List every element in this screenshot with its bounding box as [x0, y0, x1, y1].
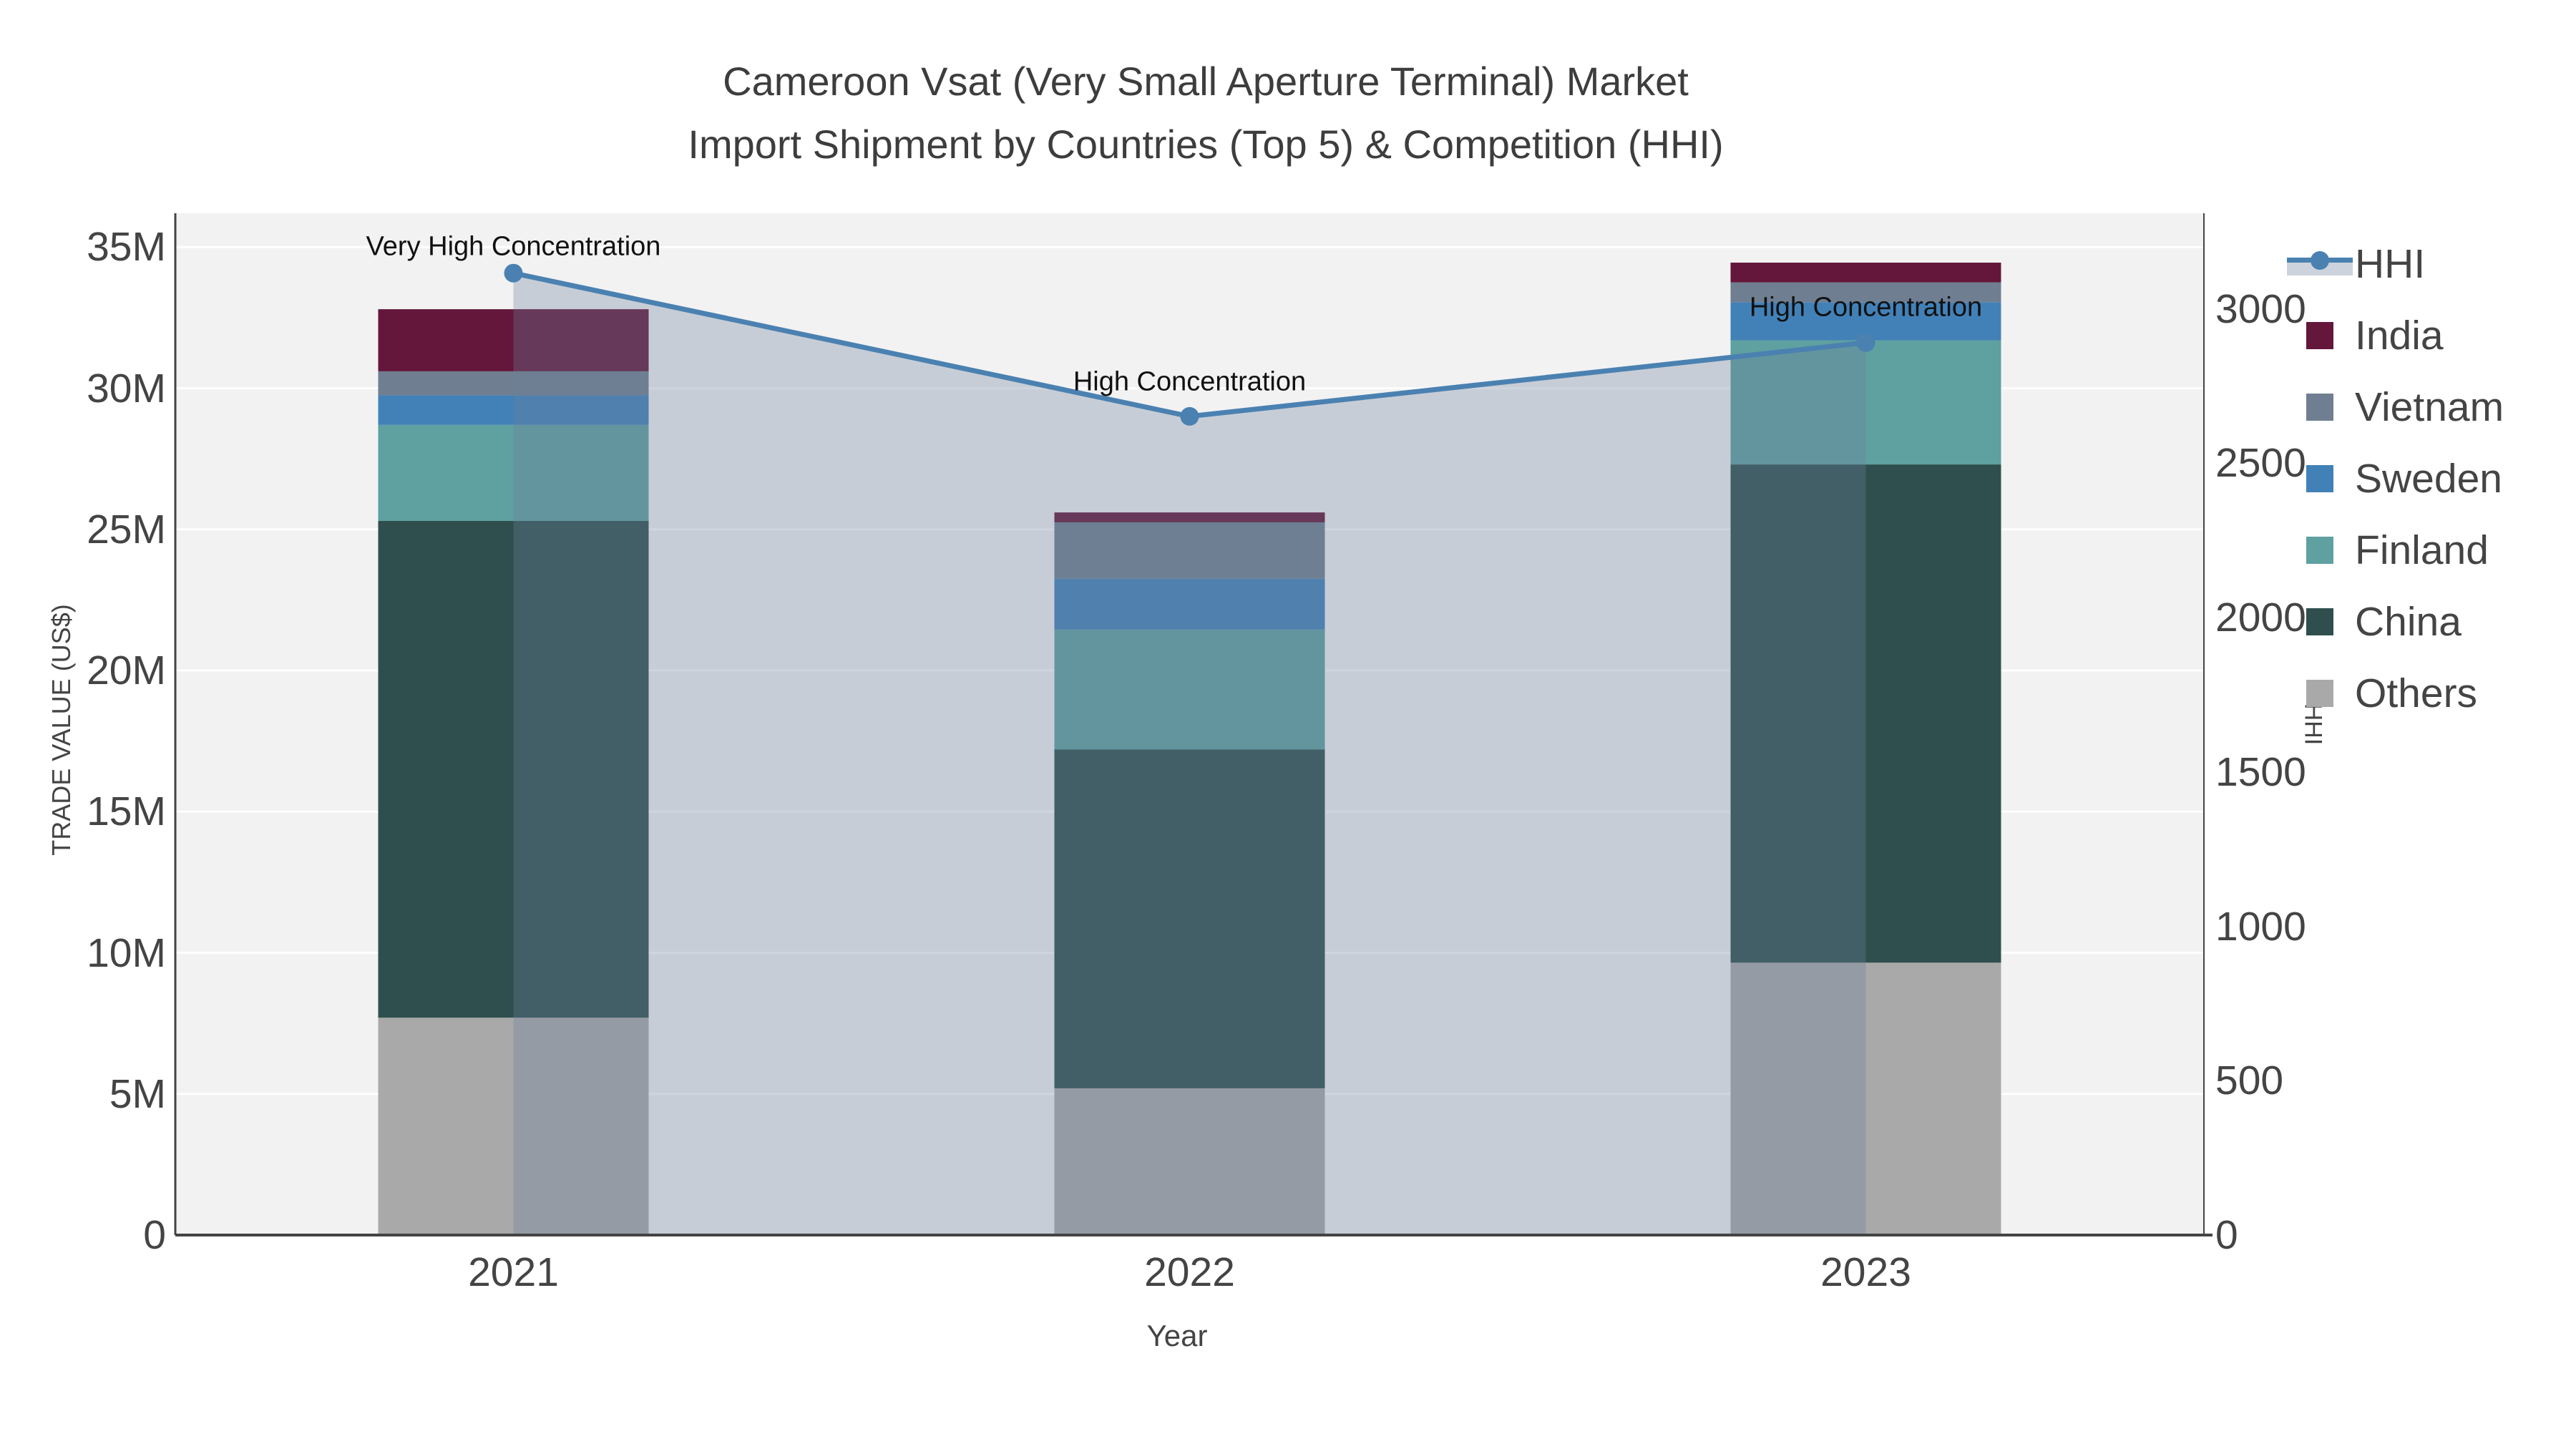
hhi-marker-dot-icon: [2311, 251, 2329, 270]
y-left-tick-30M: 30M: [87, 365, 166, 411]
legend-label-vietnam: Vietnam: [2355, 384, 2504, 430]
bar-segment-2021-sweden[interactable]: [378, 395, 649, 425]
y-left-tick-15M: 15M: [87, 789, 166, 835]
legend-label-others: Others: [2355, 670, 2478, 716]
y-right-tick-1500: 1500: [2215, 748, 2306, 795]
bar-segment-2023-finland[interactable]: [1730, 340, 2001, 465]
bar-segment-2023-vietnam[interactable]: [1730, 282, 2001, 303]
bar-segment-2022-sweden[interactable]: [1054, 578, 1325, 630]
x-tick-2022: 2022: [1144, 1249, 1235, 1295]
y-right-tick-3000: 3000: [2215, 286, 2306, 332]
bar-segment-2022-india[interactable]: [1054, 512, 1325, 522]
bar-segment-2022-others[interactable]: [1054, 1088, 1325, 1235]
bar-segment-2023-china[interactable]: [1730, 464, 2001, 963]
x-tick-2023: 2023: [1820, 1249, 1911, 1295]
legend-swatch-china: [2306, 608, 2333, 635]
legend-label-china: China: [2355, 599, 2462, 645]
bar-segment-2022-china[interactable]: [1054, 749, 1325, 1088]
legend-swatch-others: [2306, 680, 2333, 707]
hhi-line-marker-icon: [2287, 251, 2353, 280]
legend-label-india: India: [2355, 313, 2444, 358]
annotation-2023: High Concentration: [1749, 292, 1983, 323]
bar-segment-2021-china[interactable]: [378, 520, 649, 1018]
y-right-tick-1000: 1000: [2215, 903, 2306, 950]
bar-segment-2023-india[interactable]: [1730, 263, 2001, 283]
bar-segment-2021-vietnam[interactable]: [378, 371, 649, 396]
y-axis-left-title: TRADE VALUE (US$): [47, 604, 76, 856]
chart-title-line1: Cameroon Vsat (Very Small Aperture Termi…: [723, 59, 1689, 104]
hhi-marker-2022[interactable]: [1180, 406, 1199, 426]
bar-segment-2023-others[interactable]: [1730, 962, 2001, 1235]
legend-swatch-sweden: [2306, 465, 2333, 492]
y-left-tick-5M: 5M: [109, 1070, 166, 1117]
legend-swatch-finland: [2306, 537, 2333, 564]
y-right-tick-2000: 2000: [2215, 595, 2306, 641]
x-axis-title: Year: [1146, 1319, 1208, 1352]
y-axis-right-title: HHI: [2299, 703, 2327, 746]
legend-swatch-india: [2306, 322, 2333, 349]
chart-title: Cameroon Vsat (Very Small Aperture Termi…: [0, 50, 2411, 176]
bar-segment-2022-vietnam[interactable]: [1054, 522, 1325, 579]
bar-segment-2021-india[interactable]: [378, 309, 649, 371]
annotation-2021: Very High Concentration: [366, 231, 661, 262]
y-left-tick-10M: 10M: [87, 930, 166, 976]
y-right-tick-0: 0: [2215, 1212, 2238, 1258]
hhi-marker-2023[interactable]: [1856, 333, 1875, 352]
bar-segment-2021-finland[interactable]: [378, 424, 649, 521]
y-left-tick-35M: 35M: [87, 224, 166, 270]
annotation-2022: High Concentration: [1073, 366, 1307, 397]
hhi-area-fill: [513, 273, 1866, 1236]
x-tick-2021: 2021: [468, 1249, 559, 1295]
hhi-marker-2021[interactable]: [504, 263, 523, 283]
legend-label-hhi: HHI: [2355, 241, 2426, 287]
y-left-tick-0: 0: [143, 1212, 166, 1258]
y-right-tick-500: 500: [2215, 1058, 2284, 1104]
legend-swatch-vietnam: [2306, 394, 2333, 421]
y-right-tick-2500: 2500: [2215, 440, 2306, 487]
y-left-tick-25M: 25M: [87, 506, 166, 552]
bar-segment-2021-others[interactable]: [378, 1018, 649, 1235]
y-left-tick-20M: 20M: [87, 648, 166, 694]
bar-segment-2022-finland[interactable]: [1054, 629, 1325, 750]
legend-label-sweden: Sweden: [2355, 456, 2502, 502]
chart-title-line2: Import Shipment by Countries (Top 5) & C…: [688, 122, 1724, 167]
legend-label-finland: Finland: [2355, 527, 2489, 573]
